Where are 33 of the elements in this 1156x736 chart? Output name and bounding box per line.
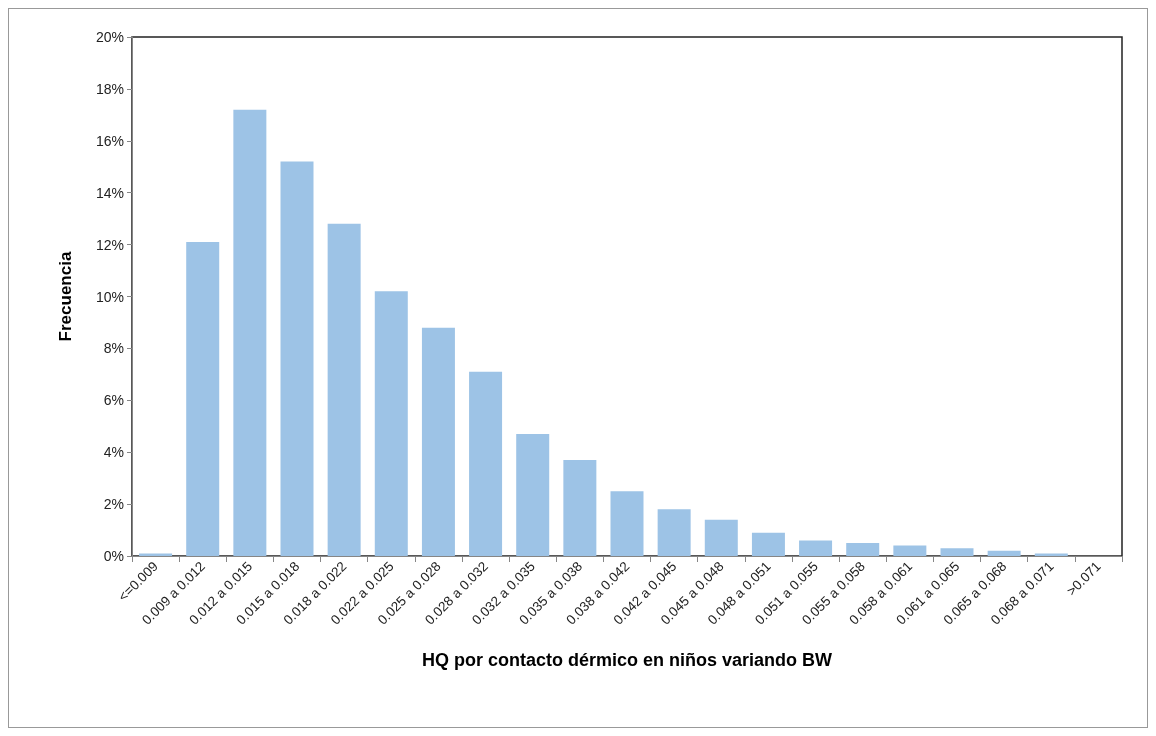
bar	[327, 223, 361, 556]
y-axis-title: Frecuencia	[56, 251, 75, 342]
y-tick-label: 16%	[95, 132, 124, 149]
bar	[280, 161, 314, 556]
bar	[940, 548, 974, 556]
bar	[846, 543, 880, 556]
y-tick-label: 2%	[103, 496, 124, 513]
y-tick-label: 18%	[95, 80, 124, 97]
bar	[516, 434, 550, 556]
y-tick-label: 8%	[103, 340, 124, 357]
bar	[374, 291, 408, 556]
bar	[751, 532, 785, 556]
y-tick-label: 4%	[103, 444, 124, 461]
bar	[186, 242, 220, 556]
y-tick-label: 14%	[95, 184, 124, 201]
bar	[657, 509, 691, 556]
bar	[469, 371, 503, 556]
bar	[799, 540, 833, 556]
bar	[987, 550, 1021, 556]
x-axis-title: HQ por contacto dérmico en niños variando BW	[421, 650, 833, 670]
y-tick-label: 6%	[103, 392, 124, 409]
bar	[610, 491, 644, 556]
bar	[233, 109, 267, 556]
y-tick-label: 10%	[95, 288, 124, 305]
bar	[421, 327, 455, 556]
bar	[893, 545, 927, 556]
bar	[704, 519, 738, 556]
bar	[1034, 553, 1068, 556]
y-tick-label: 20%	[95, 29, 124, 45]
y-tick-label: 12%	[95, 236, 124, 253]
bar	[563, 459, 597, 556]
y-tick-label: 0%	[103, 548, 124, 564]
bar	[139, 553, 173, 556]
